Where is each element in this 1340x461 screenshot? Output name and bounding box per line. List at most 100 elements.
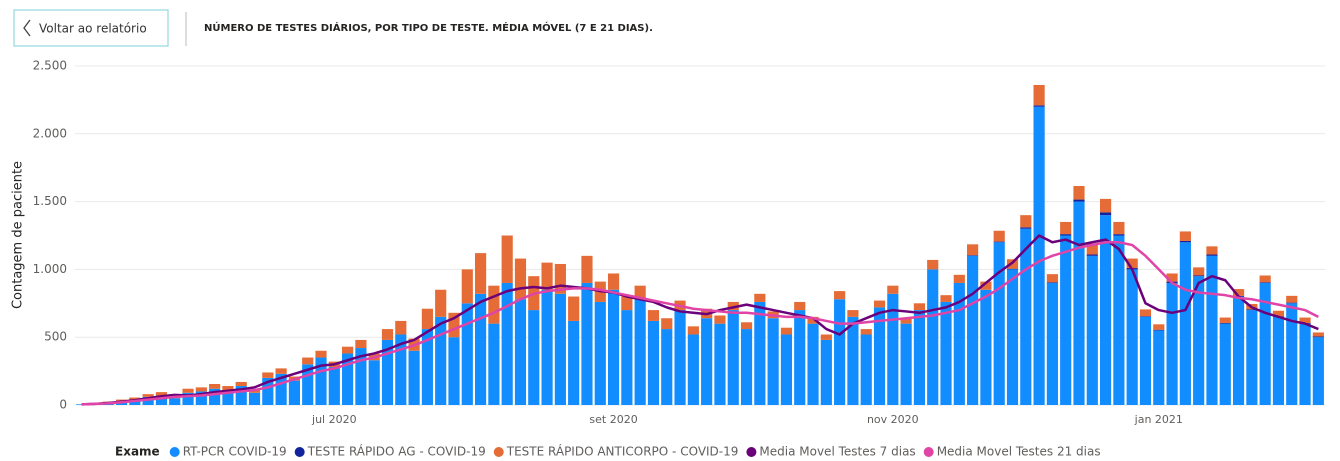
bar-segment [1086,243,1098,255]
bar-segment [1219,322,1231,324]
bar-segment [155,395,168,405]
bar-segment [740,329,753,405]
bar-segment [1073,199,1085,202]
bar-segment [727,310,739,405]
bar-segment [501,282,513,405]
bar-segment [1100,212,1112,216]
bar-segment [993,241,1005,243]
bar-segment [1246,309,1258,311]
back-icon [23,19,31,37]
bar-segment [1232,289,1245,296]
bar-segment [568,320,580,405]
bar-segment [315,350,327,358]
bar-segment [235,386,247,405]
back-button[interactable] [13,9,169,47]
bar-segment [1006,269,1019,405]
bar-segment [1219,317,1231,323]
bar-segment [1312,336,1324,338]
bar-segment [475,253,487,294]
bar-segment [554,263,566,294]
bar-segment [395,334,407,405]
bar-segment [834,291,846,300]
bar-segment [461,303,473,405]
bar-segment [1020,227,1032,229]
bar-segment [1193,267,1205,276]
bar-segment [1033,105,1045,107]
bar-segment [554,293,566,405]
bar-segment [288,380,300,405]
bar-segment [1126,258,1138,269]
bar-segment [129,399,141,405]
y-axis-label: Contagem de paciente [11,161,26,309]
moving-average-line [81,241,1319,406]
legend-title: Exame [115,445,160,459]
bar-segment [302,364,314,405]
bar-segment [847,316,859,405]
x-tick-label: set 2020 [589,413,637,426]
bar-segment [687,326,699,335]
bar-segment [475,293,487,405]
bar-segment [1060,234,1072,236]
bar-segment [980,289,992,405]
bar-segment [780,334,793,405]
bar-segment [1179,240,1191,243]
bar-segment [820,334,832,340]
bar-segment [873,307,886,405]
bar-segment [1299,317,1311,323]
bar-segment [76,404,88,405]
bar-segment [222,390,234,405]
bar-segment [1206,255,1218,405]
bar-segment [953,274,965,283]
bar-segment [834,299,846,405]
bar-segment [873,300,886,308]
bar-segment [1139,309,1152,317]
bar-segment [421,308,433,330]
bar-segment [913,310,925,405]
bar-segment [634,285,646,300]
back-label[interactable]: Voltar ao relatório [39,22,147,36]
bar-segment [1232,296,1245,405]
bar-segment [541,262,553,290]
bar-segment [461,269,473,304]
bar-segment [594,301,606,405]
bar-segment [1073,201,1085,405]
bar-segment [235,381,247,387]
bar-segment [913,303,925,311]
legend-label: Media Movel Testes 21 dias [937,445,1101,459]
bar-segment [1179,242,1191,405]
bar-segment [381,329,394,340]
legend-marker [746,447,757,457]
bar-segment [1286,302,1298,304]
bar-segment [581,255,593,283]
bar-segment [275,368,287,374]
bar-segment [302,357,314,365]
bar-segment [607,289,620,405]
bar-segment [1126,269,1138,405]
legend-marker [923,447,934,457]
bar-segment [1206,246,1218,255]
bar-segment [1020,228,1032,405]
bar-segment [182,392,194,405]
bar-segment [169,398,181,405]
y-tick-label: 0 [59,398,67,412]
bar-segment [581,282,593,405]
y-tick-label: 1.500 [33,194,67,208]
bar-segment [222,386,234,391]
bar-segment [687,334,699,405]
bar-segment [647,320,660,405]
bar-segment [621,296,633,311]
bar-segment [1073,186,1085,200]
bar-segment [1100,198,1112,213]
bar-segment [1060,235,1072,405]
bar-segment [900,323,912,405]
bar-segment [248,392,261,405]
bar-segment [940,301,952,405]
bar-segment [820,339,832,405]
bar-segment [328,367,340,405]
x-tick-label: nov 2020 [867,413,919,426]
bar-segment [1312,332,1324,337]
bar-segment [501,235,513,283]
bar-segment [727,301,739,311]
x-tick-label: jan 2021 [1134,413,1183,426]
